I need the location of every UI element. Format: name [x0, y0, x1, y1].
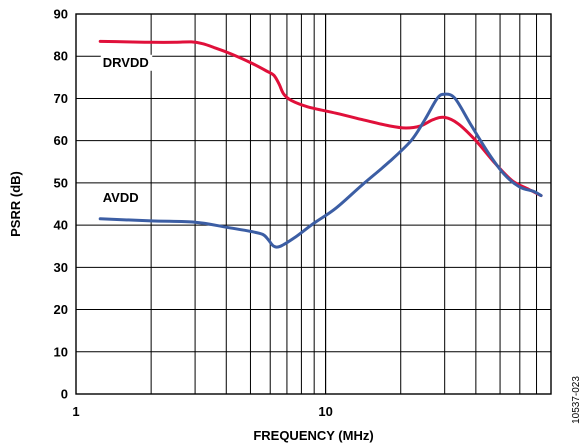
series-line-avdd — [98, 92, 543, 249]
x-tick-label: 1 — [72, 404, 79, 419]
series-label-drvdd: DRVDD — [103, 55, 149, 70]
series-label-avdd: AVDD — [103, 190, 139, 205]
y-tick-label: 40 — [54, 218, 68, 233]
y-tick-label: 60 — [54, 133, 68, 148]
y-tick-label: 70 — [54, 91, 68, 106]
y-tick-label: 90 — [54, 7, 68, 22]
series-label-background — [100, 189, 143, 206]
figure-id-watermark: 10537-023 — [571, 376, 582, 424]
series-labels: DRVDD AVDD — [100, 54, 153, 206]
series-label-background — [100, 54, 153, 71]
series-lines — [98, 39, 543, 249]
y-tick-label: 0 — [61, 387, 68, 402]
x-tick-labels: 1 10 — [72, 404, 332, 419]
series-line-drvdd — [98, 39, 543, 198]
y-tick-label: 10 — [54, 344, 68, 359]
x-tick-label: 10 — [318, 404, 332, 419]
y-tick-label: 50 — [54, 175, 68, 190]
plot-grid — [76, 14, 551, 394]
y-tick-label: 30 — [54, 260, 68, 275]
y-axis-title: PSRR (dB) — [8, 171, 23, 237]
y-tick-label: 80 — [54, 49, 68, 64]
x-axis-title: FREQUENCY (MHz) — [253, 428, 373, 443]
plot-frame — [75, 13, 552, 395]
y-tick-label: 20 — [54, 302, 68, 317]
y-tick-labels: 0 10 20 30 40 50 60 70 80 90 — [54, 7, 68, 402]
